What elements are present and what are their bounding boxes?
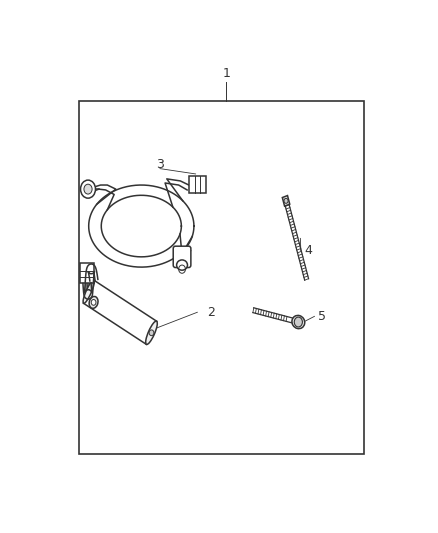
Ellipse shape [177, 260, 187, 270]
Circle shape [294, 317, 302, 327]
Text: 4: 4 [304, 244, 312, 257]
Circle shape [149, 330, 154, 336]
Bar [283, 196, 290, 206]
Text: 3: 3 [156, 158, 164, 171]
Circle shape [91, 300, 96, 305]
Ellipse shape [83, 280, 94, 303]
Ellipse shape [146, 321, 157, 344]
Ellipse shape [89, 296, 98, 308]
Circle shape [84, 184, 92, 194]
Circle shape [81, 180, 95, 198]
Bar [78, 101, 364, 454]
Bar [189, 176, 206, 193]
Circle shape [284, 198, 288, 203]
Ellipse shape [292, 316, 305, 329]
Bar [80, 263, 94, 283]
Text: 2: 2 [207, 306, 215, 319]
Text: 5: 5 [318, 310, 326, 323]
Text: 1: 1 [222, 67, 230, 80]
FancyBboxPatch shape [173, 246, 191, 268]
